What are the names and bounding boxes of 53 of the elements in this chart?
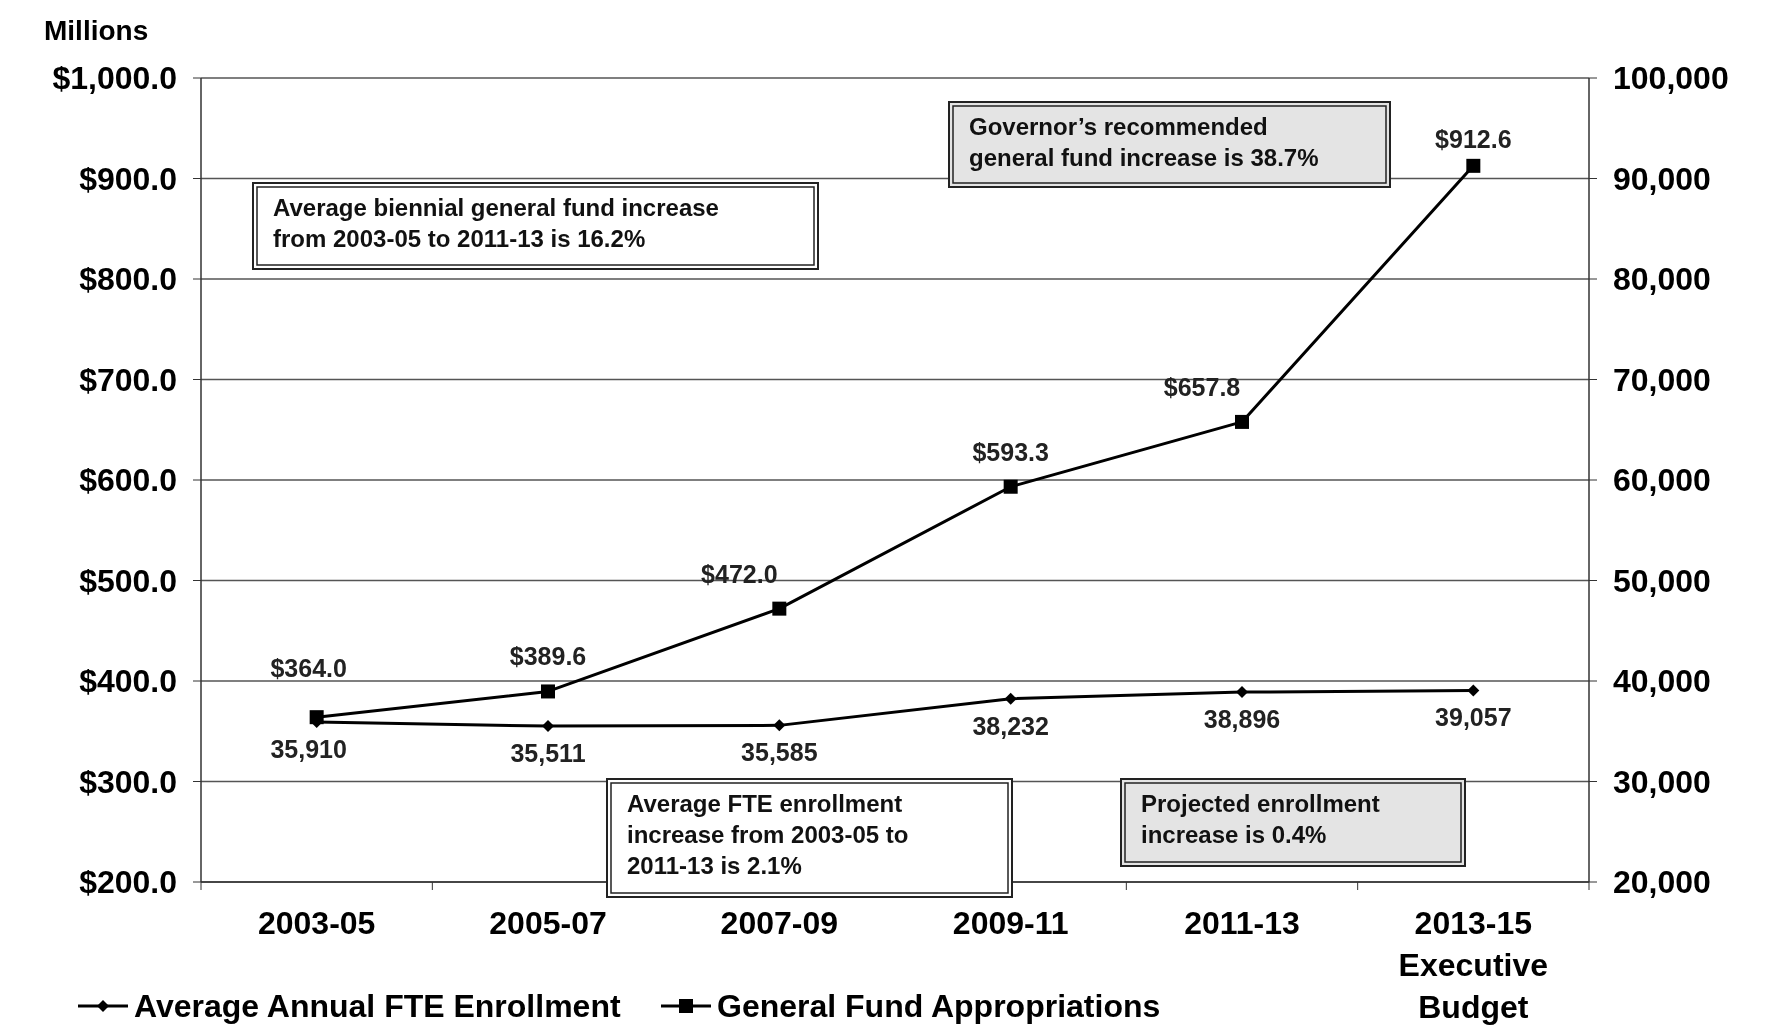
y-tick-label: $200.0 bbox=[79, 864, 177, 900]
data-label: 35,910 bbox=[270, 735, 347, 764]
point bbox=[1003, 479, 1018, 494]
y2-tick-label: 60,000 bbox=[1613, 462, 1711, 498]
data-label: 35,585 bbox=[741, 738, 818, 767]
y2-tick-label: 70,000 bbox=[1613, 361, 1711, 398]
x-tick-label: 2011-13 bbox=[1184, 905, 1300, 941]
x-tick-label: 2003-05 bbox=[257, 905, 376, 941]
point bbox=[1466, 158, 1481, 173]
data-label: $593.3 bbox=[972, 437, 1049, 466]
y2-tick-label: 80,000 bbox=[1613, 261, 1711, 297]
y2-tick-label: 40,000 bbox=[1613, 663, 1711, 699]
annotation: Average biennial general fund increase from 2003-05 to 2011-13 is 16.2% bbox=[273, 194, 719, 252]
y2-tick-label: 50,000 bbox=[1613, 562, 1711, 599]
point bbox=[1467, 684, 1480, 697]
y-tick-label: $800.0 bbox=[79, 261, 177, 297]
point bbox=[542, 720, 554, 733]
y-tick-label: $500.0 bbox=[79, 562, 177, 599]
y-tick-label: $1,000.0 bbox=[52, 60, 177, 96]
point bbox=[773, 719, 786, 732]
data-label: 38,232 bbox=[972, 711, 1049, 740]
x-tick-label: 2007-09 bbox=[720, 905, 839, 941]
point bbox=[541, 684, 555, 699]
y2-tick-label: 100,000 bbox=[1613, 60, 1729, 96]
data-label: 39,057 bbox=[1435, 703, 1512, 732]
data-label: $364.0 bbox=[270, 654, 347, 683]
x-tick-label: 2013-15 Executive Budget bbox=[1398, 905, 1549, 1025]
y2-tick-label: 30,000 bbox=[1613, 763, 1711, 800]
y-tick-label: $400.0 bbox=[79, 663, 177, 699]
y2-tick-label: 90,000 bbox=[1613, 160, 1711, 197]
legend-label: Average Annual FTE Enrollment bbox=[134, 988, 621, 1024]
point bbox=[1236, 686, 1248, 699]
y-axis-title: Millions bbox=[44, 15, 149, 46]
y-tick-label: $600.0 bbox=[79, 462, 177, 498]
x-tick-label: 2005-07 bbox=[489, 905, 607, 941]
legend-label: General Fund Appropriations bbox=[717, 988, 1161, 1024]
point bbox=[1004, 692, 1017, 705]
y-tick-label: $700.0 bbox=[79, 361, 177, 398]
point bbox=[309, 710, 324, 725]
x-tick-label: 2009-11 bbox=[952, 905, 1069, 941]
data-label: 38,896 bbox=[1203, 705, 1281, 734]
data-label: $657.8 bbox=[1163, 372, 1241, 401]
data-label: $912.6 bbox=[1435, 124, 1512, 153]
point bbox=[772, 601, 787, 616]
y-tick-label: $900.0 bbox=[79, 160, 177, 197]
y2-tick-label: 20,000 bbox=[1613, 864, 1711, 900]
data-label: 35,511 bbox=[510, 739, 586, 768]
annotation: Average FTE enrollment increase from 2003-05 to 2011-13 is 2.1% bbox=[627, 790, 909, 879]
point bbox=[1235, 414, 1249, 429]
annotation: Governor’s recommended general fund increase is 38.7% bbox=[969, 113, 1319, 171]
annotation: Projected enrollment increase is 0.4% bbox=[1141, 790, 1380, 848]
y-tick-label: $300.0 bbox=[79, 763, 177, 800]
data-label: $389.6 bbox=[509, 642, 587, 671]
